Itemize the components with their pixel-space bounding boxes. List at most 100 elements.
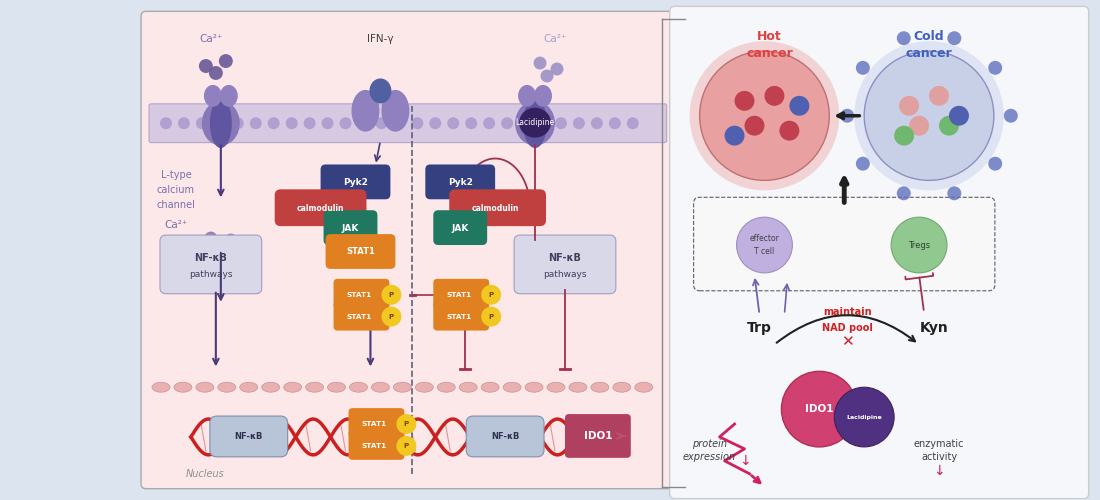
Text: NF-κB: NF-κB	[549, 253, 582, 263]
Text: calmodulin: calmodulin	[297, 204, 344, 212]
Circle shape	[209, 66, 223, 80]
Text: calmodulin: calmodulin	[472, 204, 519, 212]
Text: Pyk2: Pyk2	[343, 178, 367, 187]
Ellipse shape	[196, 382, 213, 392]
Circle shape	[840, 109, 855, 122]
Circle shape	[537, 117, 549, 129]
Ellipse shape	[202, 101, 240, 146]
Circle shape	[382, 306, 402, 326]
Circle shape	[700, 51, 829, 180]
Text: P: P	[488, 292, 494, 298]
Text: Tregs: Tregs	[908, 240, 931, 250]
Ellipse shape	[370, 78, 392, 104]
Text: STAT1: STAT1	[447, 292, 472, 298]
FancyBboxPatch shape	[210, 416, 288, 457]
Circle shape	[790, 96, 810, 116]
Circle shape	[899, 96, 920, 116]
Text: activity: activity	[921, 452, 957, 462]
Circle shape	[745, 116, 764, 136]
Ellipse shape	[519, 108, 551, 138]
Text: IDO1: IDO1	[805, 404, 834, 414]
Text: Kyn: Kyn	[920, 320, 948, 334]
Circle shape	[949, 106, 969, 126]
Ellipse shape	[204, 85, 222, 107]
Circle shape	[534, 56, 547, 70]
Text: ✕: ✕	[840, 334, 854, 349]
Circle shape	[502, 117, 513, 129]
Circle shape	[540, 70, 553, 82]
Text: channel: channel	[156, 200, 196, 210]
Text: cancer: cancer	[905, 46, 953, 60]
Circle shape	[219, 54, 233, 68]
Circle shape	[930, 86, 949, 106]
FancyBboxPatch shape	[426, 164, 495, 200]
Ellipse shape	[591, 382, 609, 392]
Circle shape	[205, 232, 218, 244]
Circle shape	[1004, 109, 1018, 122]
Ellipse shape	[262, 382, 279, 392]
FancyBboxPatch shape	[466, 416, 544, 457]
Ellipse shape	[534, 85, 552, 107]
Circle shape	[865, 51, 994, 180]
Circle shape	[735, 91, 755, 111]
Text: L-type: L-type	[161, 170, 191, 180]
Text: NAD pool: NAD pool	[822, 322, 872, 332]
Ellipse shape	[524, 98, 547, 148]
Circle shape	[382, 285, 402, 304]
FancyBboxPatch shape	[160, 235, 262, 294]
Text: Cold: Cold	[914, 30, 945, 43]
Circle shape	[737, 217, 792, 273]
Text: pathways: pathways	[189, 270, 232, 280]
Circle shape	[396, 414, 416, 434]
Ellipse shape	[547, 382, 565, 392]
FancyBboxPatch shape	[141, 12, 674, 488]
Circle shape	[481, 285, 502, 304]
Ellipse shape	[174, 382, 191, 392]
Text: P: P	[404, 443, 409, 449]
Circle shape	[609, 117, 620, 129]
Circle shape	[988, 61, 1002, 75]
FancyBboxPatch shape	[433, 279, 490, 308]
Ellipse shape	[518, 85, 536, 107]
Circle shape	[690, 41, 839, 190]
FancyBboxPatch shape	[670, 6, 1089, 498]
FancyBboxPatch shape	[148, 104, 667, 142]
Circle shape	[556, 117, 566, 129]
FancyBboxPatch shape	[349, 430, 405, 460]
FancyBboxPatch shape	[333, 279, 389, 308]
Text: cancer: cancer	[746, 46, 793, 60]
Ellipse shape	[352, 90, 379, 132]
FancyBboxPatch shape	[514, 235, 616, 294]
Text: NF-κB: NF-κB	[491, 432, 519, 442]
Ellipse shape	[525, 382, 543, 392]
Circle shape	[196, 117, 208, 129]
FancyBboxPatch shape	[349, 408, 405, 438]
Text: STAT1: STAT1	[346, 248, 375, 256]
Circle shape	[834, 387, 894, 447]
Circle shape	[896, 186, 911, 200]
Circle shape	[213, 117, 226, 129]
Text: IFN-γ: IFN-γ	[367, 34, 394, 44]
FancyBboxPatch shape	[320, 164, 390, 200]
Circle shape	[286, 117, 298, 129]
Text: Hot: Hot	[757, 30, 782, 43]
Circle shape	[856, 61, 870, 75]
Text: pathways: pathways	[543, 270, 586, 280]
Text: P: P	[388, 314, 394, 320]
Ellipse shape	[394, 382, 411, 392]
Text: Lacidipine: Lacidipine	[846, 414, 882, 420]
Circle shape	[304, 117, 316, 129]
Ellipse shape	[569, 382, 587, 392]
Circle shape	[856, 156, 870, 170]
Circle shape	[550, 62, 563, 76]
Circle shape	[947, 186, 961, 200]
Circle shape	[519, 117, 531, 129]
Circle shape	[267, 117, 279, 129]
Text: Nucleus: Nucleus	[186, 469, 224, 479]
Circle shape	[358, 117, 370, 129]
FancyBboxPatch shape	[565, 414, 630, 458]
Circle shape	[481, 306, 502, 326]
Ellipse shape	[372, 382, 389, 392]
Circle shape	[321, 117, 333, 129]
Text: P: P	[404, 421, 409, 427]
